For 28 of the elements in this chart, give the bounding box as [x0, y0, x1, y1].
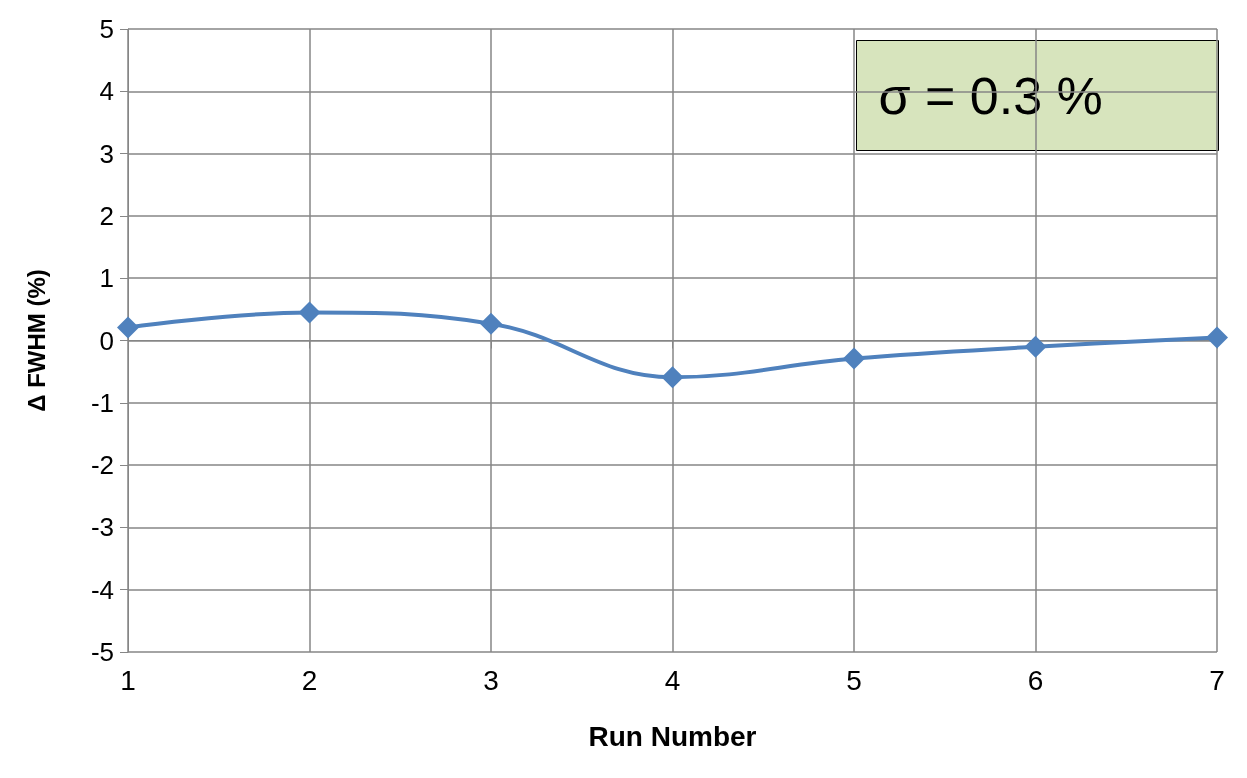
y-tick-label: 0 — [99, 325, 114, 356]
x-axis-title: Run Number — [588, 720, 757, 752]
x-tick-label: 4 — [664, 664, 681, 696]
point — [1024, 335, 1047, 358]
x-tick-label: 1 — [120, 664, 136, 696]
x-tick-label: 5 — [846, 664, 862, 696]
point — [298, 301, 321, 324]
x-tick-label: 7 — [1209, 664, 1225, 696]
point — [480, 312, 502, 335]
y-tick-label: -4 — [90, 574, 114, 605]
y-tick-label: 1 — [99, 263, 114, 294]
x-tick-label: 2 — [301, 664, 318, 696]
point — [661, 366, 684, 389]
point — [843, 347, 865, 370]
annotation: σ = 0.3 % — [878, 66, 1103, 125]
y-tick-label: 4 — [99, 76, 114, 107]
y-tick-label: -5 — [90, 637, 114, 667]
y-tick-label: -1 — [90, 387, 114, 418]
point — [117, 316, 139, 339]
x-tick-label: 6 — [1027, 664, 1044, 696]
point — [1206, 326, 1228, 349]
y-axis-title: Δ FWHM (%) — [22, 269, 50, 412]
y-tick-label: -2 — [90, 450, 114, 481]
y-tick-label: 2 — [99, 200, 114, 231]
y-tick-label: -3 — [90, 512, 114, 543]
y-tick-label: 3 — [99, 138, 114, 169]
y-tick-label: 5 — [99, 14, 114, 44]
x-tick-label: 3 — [483, 664, 499, 696]
